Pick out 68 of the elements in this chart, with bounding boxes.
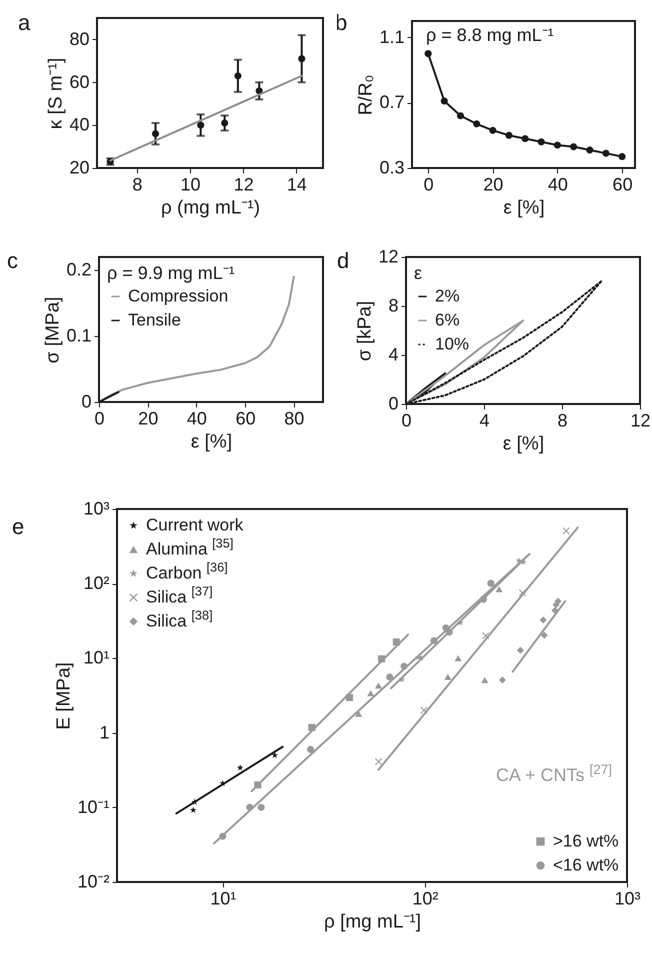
y-axis-title: κ [S m⁻¹] bbox=[45, 58, 66, 130]
y-tick-label: 1.1 bbox=[379, 26, 404, 47]
y-tick-label: 1 bbox=[99, 722, 110, 742]
y-tick-label: 0.7 bbox=[379, 92, 404, 112]
y-axis-title: σ [kPa] bbox=[354, 300, 376, 362]
x-tick-label: 8 bbox=[132, 174, 142, 194]
chart-title: c bbox=[7, 248, 18, 273]
chart-title: e bbox=[12, 514, 24, 539]
x-axis-title: ε [%] bbox=[502, 434, 544, 454]
legend-title: ρ = 9.9 mg mL⁻¹ bbox=[107, 263, 235, 283]
y-tick-label: 60 bbox=[69, 72, 90, 92]
legend-label: >16 wt% bbox=[553, 832, 619, 850]
y-tick-label: 10² bbox=[83, 573, 110, 594]
x-tick-label: 60 bbox=[236, 408, 256, 428]
x-tick-label: 12 bbox=[630, 410, 651, 430]
x-axis-title: ε [%] bbox=[190, 432, 232, 452]
y-tick-label: 0.2 bbox=[66, 260, 92, 280]
x-axis-title: ε [%] bbox=[503, 198, 545, 218]
y-axis-title: R/R₀ bbox=[355, 74, 376, 116]
legend-label: 10% bbox=[435, 334, 470, 354]
y-tick-label: 0 bbox=[388, 394, 398, 414]
legend-label: 6% bbox=[435, 310, 460, 330]
y-tick-label: 10⁻¹ bbox=[77, 796, 110, 817]
x-tick-label: 20 bbox=[138, 408, 158, 428]
y-tick-label: 10³ bbox=[83, 498, 110, 518]
annotation: ρ = 8.8 mg mL⁻¹ bbox=[426, 25, 554, 45]
x-tick-label: 0 bbox=[424, 174, 434, 194]
annotation: CA + CNTs $^{[27]}$ bbox=[496, 762, 612, 785]
chart-title: d bbox=[337, 248, 350, 273]
y-tick-label: 10¹ bbox=[83, 648, 110, 668]
y-axis-title: σ [MPa] bbox=[42, 296, 64, 364]
x-tick-label: 10¹ bbox=[210, 888, 236, 908]
x-axis-title: ρ [mg mL⁻¹] bbox=[324, 912, 422, 932]
y-tick-label: 0.1 bbox=[66, 326, 92, 346]
x-tick-label: 8 bbox=[557, 410, 568, 430]
x-tick-label: 10² bbox=[412, 888, 438, 908]
legend-title: ε bbox=[414, 263, 422, 283]
x-tick-label: 80 bbox=[284, 408, 304, 428]
y-tick-label: 4 bbox=[388, 344, 398, 364]
x-tick-label: 4 bbox=[479, 410, 490, 430]
legend-label: Current work bbox=[146, 516, 244, 534]
y-tick-label: 12 bbox=[378, 246, 398, 266]
y-tick-label: 80 bbox=[69, 28, 90, 49]
x-tick-label: 40 bbox=[186, 408, 207, 428]
y-tick-label: 0 bbox=[81, 392, 92, 412]
x-tick-label: 20 bbox=[483, 174, 504, 194]
chart-title: a bbox=[18, 10, 31, 35]
x-tick-label: 10³ bbox=[614, 888, 641, 908]
y-tick-label: 0.3 bbox=[379, 158, 404, 178]
legend-label: Compression bbox=[128, 286, 228, 306]
y-axis-title: E [MPa] bbox=[53, 662, 74, 730]
legend-label: <16 wt% bbox=[553, 856, 619, 874]
legend-label: Tensile bbox=[128, 310, 181, 330]
y-tick-label: 20 bbox=[69, 158, 90, 178]
legend-label: Carbon $^{[36]}$ bbox=[146, 559, 228, 582]
y-tick-label: 40 bbox=[69, 114, 90, 135]
x-axis-title: ρ (mg mL⁻¹) bbox=[160, 198, 260, 218]
x-tick-label: 14 bbox=[286, 174, 307, 194]
legend-label: Silica $^{[37]}$ bbox=[146, 583, 213, 606]
y-tick-label: 8 bbox=[388, 296, 398, 316]
y-tick-label: 10⁻² bbox=[77, 872, 110, 892]
legend-label: Silica $^{[38]}$ bbox=[146, 607, 213, 630]
x-tick-label: 10 bbox=[180, 174, 201, 194]
x-tick-label: 40 bbox=[548, 174, 568, 194]
x-tick-label: 60 bbox=[612, 174, 633, 194]
legend-label: Alumina $^{[35]}$ bbox=[146, 535, 234, 558]
x-tick-label: 12 bbox=[234, 174, 254, 194]
legend-label: 2% bbox=[435, 286, 460, 306]
